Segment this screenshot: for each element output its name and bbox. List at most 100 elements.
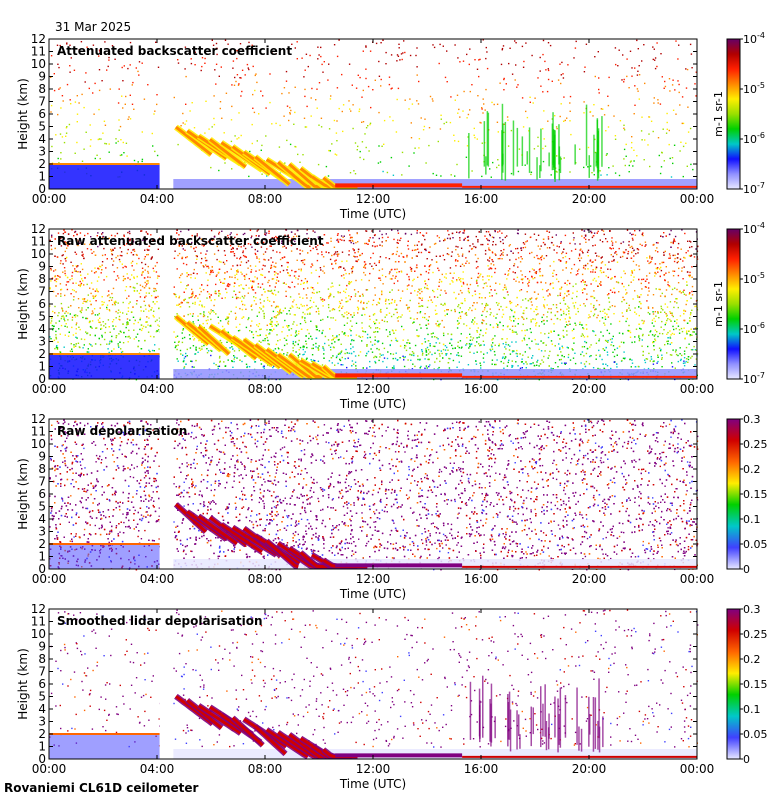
noise-pixel [486, 51, 488, 53]
noise-pixel [665, 313, 667, 315]
noise-pixel [140, 329, 143, 332]
noise-pixel [536, 306, 538, 308]
noise-pixel [378, 359, 380, 362]
noise-pixel [466, 260, 468, 262]
noise-pixel [330, 240, 332, 242]
noise-pixel [200, 341, 203, 343]
noise-pixel [694, 349, 697, 351]
noise-pixel [139, 328, 141, 331]
noise-pixel [350, 343, 352, 345]
noise-pixel [106, 306, 108, 309]
noise-pixel [461, 255, 464, 257]
noise-pixel [671, 84, 674, 86]
noise-pixel [129, 238, 131, 240]
noise-pixel [65, 310, 67, 313]
noise-pixel [354, 295, 357, 297]
noise-pixel [141, 272, 143, 274]
noise-pixel [369, 327, 372, 329]
noise-pixel [589, 165, 592, 167]
noise-pixel [258, 261, 261, 263]
noise-pixel [623, 158, 625, 160]
noise-pixel [444, 345, 447, 347]
noise-pixel [136, 290, 138, 292]
noise-pixel [200, 69, 202, 72]
noise-pixel [671, 288, 674, 291]
noise-pixel [94, 267, 96, 269]
noise-pixel [271, 123, 273, 125]
noise-pixel [515, 361, 517, 363]
noise-pixel [178, 252, 181, 255]
noise-pixel [239, 264, 242, 266]
noise-pixel [482, 276, 484, 278]
noise-pixel [675, 113, 677, 115]
noise-pixel [521, 367, 523, 369]
noise-pixel [517, 266, 519, 268]
noise-pixel [491, 252, 494, 254]
noise-pixel [298, 339, 300, 342]
noise-pixel [684, 362, 686, 364]
noise-pixel [67, 312, 69, 314]
noise-pixel [525, 42, 527, 44]
noise-pixel [256, 230, 258, 232]
cloud-streak-core [174, 125, 213, 156]
noise-pixel [369, 336, 371, 339]
noise-pixel [488, 260, 490, 262]
noise-pixel [495, 323, 498, 325]
noise-pixel [115, 142, 117, 144]
noise-pixel [98, 49, 101, 51]
noise-pixel [95, 300, 97, 302]
noise-pixel [207, 265, 209, 268]
noise-pixel [346, 311, 348, 313]
noise-pixel [648, 133, 650, 135]
noise-pixel [258, 340, 260, 342]
noise-pixel [536, 322, 538, 324]
noise-pixel [488, 275, 490, 277]
noise-pixel [156, 103, 158, 106]
noise-pixel [88, 87, 90, 90]
noise-pixel [553, 260, 555, 263]
noise-pixel [270, 321, 272, 323]
noise-pixel [660, 166, 663, 168]
noise-pixel [543, 110, 545, 112]
noise-pixel [322, 346, 324, 348]
noise-pixel [80, 282, 83, 285]
noise-pixel [523, 309, 525, 312]
noise-pixel [269, 101, 271, 104]
noise-pixel [455, 259, 457, 261]
noise-pixel [385, 51, 387, 54]
noise-pixel [660, 348, 662, 351]
noise-pixel [491, 363, 493, 365]
noise-pixel [585, 352, 588, 355]
noise-pixel [238, 137, 240, 139]
noise-pixel [299, 253, 301, 255]
noise-pixel [182, 248, 184, 250]
noise-pixel [579, 323, 581, 326]
noise-pixel [669, 312, 672, 314]
noise-pixel [435, 255, 438, 257]
noise-pixel [522, 247, 524, 249]
noise-pixel [241, 90, 243, 93]
noise-pixel [641, 116, 643, 118]
noise-pixel [64, 231, 66, 233]
noise-pixel [472, 337, 475, 339]
noise-pixel [382, 360, 384, 363]
noise-pixel [362, 89, 364, 92]
noise-pixel [120, 348, 122, 350]
noise-pixel [270, 305, 273, 307]
noise-pixel [424, 238, 426, 241]
noise-pixel [575, 313, 577, 315]
noise-pixel [589, 346, 591, 348]
noise-pixel [217, 316, 219, 318]
noise-pixel [435, 174, 438, 176]
noise-pixel [436, 320, 439, 322]
noise-pixel [93, 251, 95, 253]
noise-pixel [598, 349, 600, 352]
noise-pixel [381, 233, 383, 236]
noise-pixel [410, 122, 412, 124]
noise-pixel [225, 288, 227, 290]
noise-pixel [111, 45, 114, 47]
noise-pixel [338, 310, 341, 312]
noise-pixel [683, 310, 685, 312]
noise-pixel [398, 43, 400, 45]
noise-pixel [593, 330, 595, 333]
